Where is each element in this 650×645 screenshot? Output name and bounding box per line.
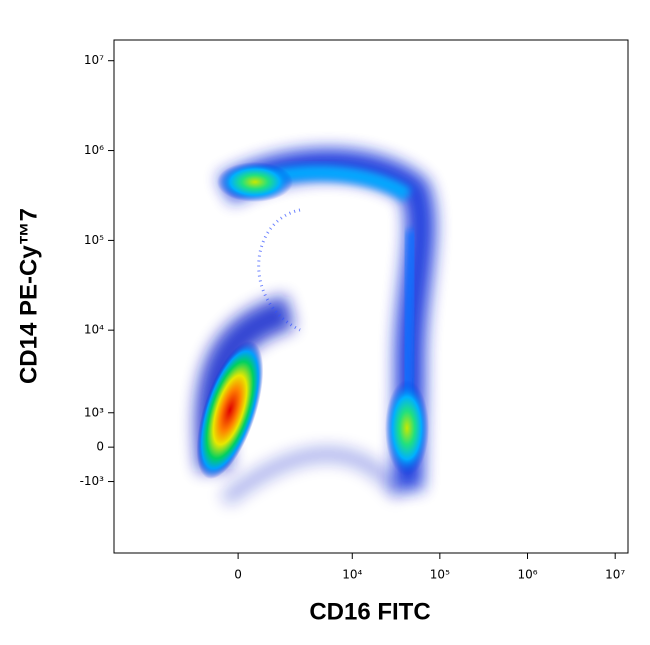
x-tick-label: 10⁵	[430, 568, 450, 582]
density-cloud	[195, 148, 436, 506]
x-tick-label: 10⁶	[517, 568, 537, 582]
x-tick-label: 0	[234, 568, 242, 582]
y-tick-label: -10³	[80, 474, 105, 488]
y-tick-label: 10⁵	[84, 233, 104, 247]
y-tick-label: 0	[96, 440, 104, 454]
y-tick-label: 10⁶	[84, 143, 104, 157]
x-tick-label: 10⁴	[342, 568, 362, 582]
y-tick-label: 10³	[84, 405, 104, 419]
y-tick-label: 10⁴	[84, 323, 104, 337]
y-axis-label: CD14 PE-Cy™7	[15, 208, 42, 384]
y-tick-label: 10⁷	[84, 53, 104, 67]
x-axis-label: CD16 FITC	[309, 598, 430, 625]
plot-frame	[113, 39, 629, 554]
x-tick-label: 10⁷	[605, 568, 625, 582]
